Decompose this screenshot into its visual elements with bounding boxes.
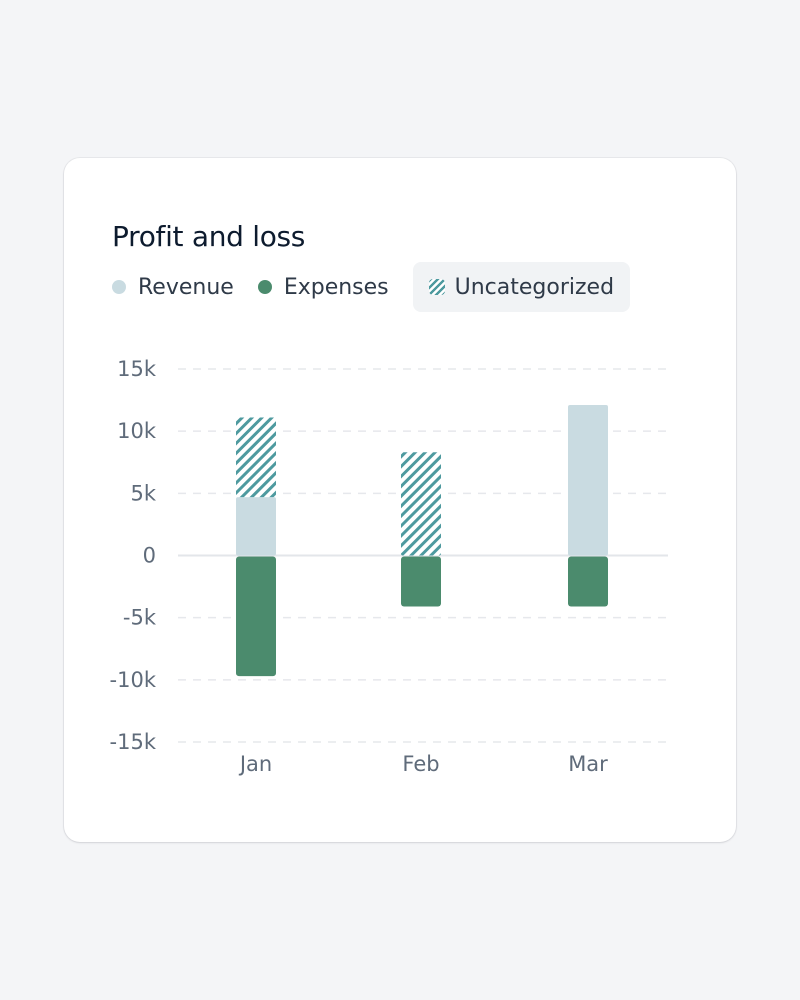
profit-and-loss-card: Profit and loss Revenue Expenses Uncateg… [64,158,736,842]
x-tick-label: Feb [402,752,439,776]
y-tick-label: -5k [123,606,157,630]
chart-legend: Revenue Expenses Uncategorized [112,262,631,312]
bar-chart: 15k 10k 5k 0 -5k -10k -15k Jan Feb Mar [110,357,668,776]
y-axis: 15k 10k 5k 0 -5k -10k -15k [110,357,157,754]
bar-expenses-mar[interactable] [568,556,608,607]
x-axis: Jan Feb Mar [238,752,608,776]
y-tick-label: -10k [110,668,157,692]
y-tick-label: 10k [117,419,157,443]
bar-uncategorized-jan[interactable] [236,417,276,498]
bars [236,405,608,677]
legend-item-uncategorized[interactable]: Uncategorized [412,262,631,312]
hatch-pattern-icon [428,279,445,295]
bar-uncategorized-feb[interactable] [401,452,441,556]
x-tick-label: Mar [568,752,608,776]
bar-expenses-feb[interactable] [401,556,441,607]
revenue-dot-icon [112,280,126,294]
bar-revenue-jan[interactable] [236,497,276,556]
bar-revenue-mar[interactable] [568,405,608,556]
y-tick-label: 5k [130,481,156,505]
y-tick-label: -15k [110,730,157,754]
chart-title: Profit and loss [112,220,306,253]
legend-label-uncategorized: Uncategorized [454,274,615,300]
legend-label-revenue: Revenue [138,274,234,300]
legend-item-expenses[interactable]: Expenses [257,262,389,312]
legend-item-revenue[interactable]: Revenue [112,262,234,312]
y-tick-label: 15k [117,357,157,381]
bar-expenses-jan[interactable] [236,556,276,677]
y-tick-label: 0 [143,544,156,568]
legend-label-expenses: Expenses [283,274,389,300]
x-tick-label: Jan [238,752,272,776]
expenses-dot-icon [257,280,272,294]
